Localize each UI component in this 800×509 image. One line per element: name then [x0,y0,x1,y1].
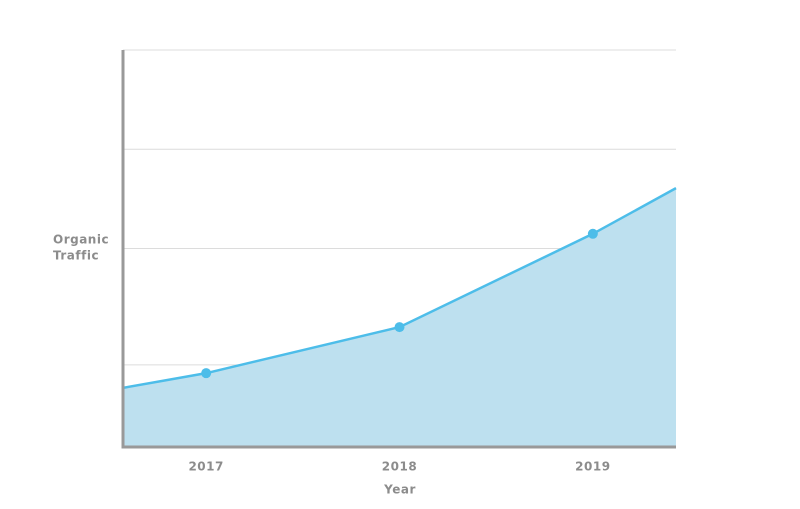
data-point [587,228,598,239]
y-axis-label: Organic [53,233,109,247]
x-tick-label: 2017 [188,460,223,474]
data-point [394,322,405,333]
y-axis-label: Traffic [53,249,99,263]
x-axis-label: Year [383,483,416,497]
data-point [201,368,212,379]
area-fill [123,188,676,447]
x-tick-label: 2019 [575,460,610,474]
x-tick-label: 2018 [382,460,417,474]
